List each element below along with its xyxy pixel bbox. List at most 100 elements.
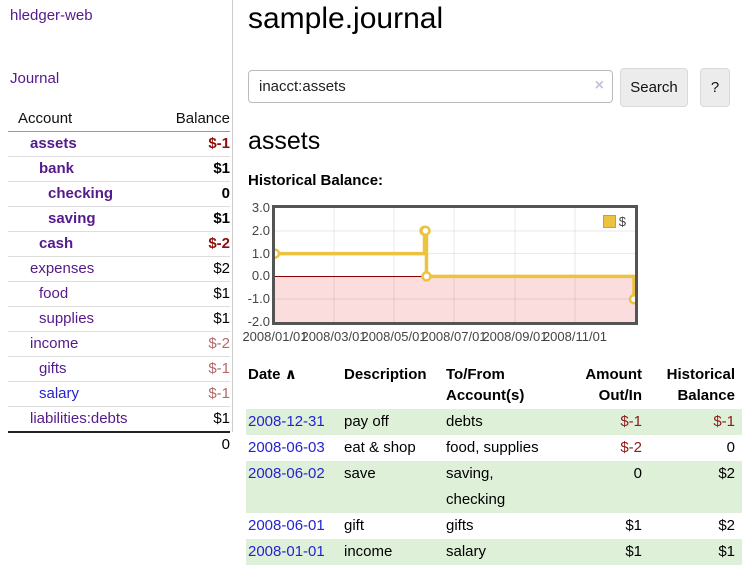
transaction-description: income [344,543,393,560]
x-tick-label: 2008/03/01 [301,329,367,344]
account-link[interactable]: assets [30,135,77,152]
transaction-balance: $1 [718,543,735,560]
x-tick-label: 2008/09/01 [482,329,548,344]
y-tick-label: 0.0 [251,268,270,284]
register-col-label: To/From Account(s) [446,366,525,404]
x-tick-label: 2008/01/01 [242,329,308,344]
sidebar: hledger-web Journal Account Balance asse… [0,0,242,582]
transaction-amount: $-1 [620,413,642,430]
account-balance: $-1 [160,131,230,157]
register-col-label: Date [248,366,281,383]
search-box: × [248,70,613,103]
transaction-date-link[interactable]: 2008-06-01 [248,517,325,534]
account-balance: $1 [160,306,230,332]
transaction-row: 2008-06-02 save saving, checking 0 $2 [246,461,742,513]
help-button[interactable]: ? [700,68,730,107]
y-tick-label: 1.0 [251,245,270,261]
account-balance: $2 [160,256,230,282]
account-balance: 0 [160,181,230,207]
transaction-date-link[interactable]: 2008-12-31 [248,413,325,430]
account-link[interactable]: bank [39,160,75,177]
account-row: liabilities:debts $1 [8,406,230,433]
chart-plot-area[interactable]: $ [272,205,638,325]
account-link[interactable]: expenses [30,260,95,277]
legend-swatch-icon [602,215,616,228]
account-balance: $-2 [160,231,230,257]
y-tick-label: 2.0 [251,222,270,238]
account-link[interactable]: supplies [39,310,95,327]
account-row: salary $-1 [8,381,230,407]
accounts-header-row: Account Balance [8,106,230,132]
register-col-label: Historical Balance [666,366,735,404]
account-balance: $1 [160,206,230,232]
account-link[interactable]: food [39,285,69,302]
main-content: sample.journal × Search ? assets Histori… [242,0,742,582]
account-balance: $1 [160,406,230,433]
account-balance: $-1 [160,356,230,382]
transaction-row: 2008-06-03 eat & shop food, supplies $-2 0 [246,435,742,461]
account-row: checking 0 [8,181,230,207]
search-form: × Search ? [248,68,742,107]
transaction-amount: $1 [625,543,642,560]
transaction-balance: $2 [718,465,735,482]
account-link[interactable]: cash [39,235,74,252]
y-tick-label: 3.0 [251,200,270,215]
account-row: food $1 [8,281,230,307]
chart-title: Historical Balance: [248,172,384,189]
account-balance: $-2 [160,331,230,357]
search-input[interactable] [248,70,613,103]
sort-ascending-icon[interactable]: ∧ [284,366,297,383]
account-balance: $1 [160,156,230,182]
register-col-description: Description [344,362,446,409]
transaction-accounts: saving, checking [446,465,506,508]
account-balance: $-1 [160,381,230,407]
transaction-amount: 0 [633,465,642,482]
transaction-row: 2008-12-31 pay off debts $-1 $-1 [246,409,742,435]
clear-search-icon[interactable]: × [594,77,604,94]
register-col-amount: Amount Out/In [562,362,644,409]
account-row: expenses $2 [8,256,230,282]
accounts-total-value: 0 [160,431,230,457]
x-tick-label: 2008/07/01 [421,329,487,344]
account-link[interactable]: checking [48,185,114,202]
sidebar-item-journal[interactable]: Journal [10,70,60,87]
legend-label: $ [618,214,626,229]
transaction-date-link[interactable]: 2008-06-02 [248,465,325,482]
chart-legend: $ [600,213,628,230]
register-col-label: Amount Out/In [585,366,642,404]
y-tick-label: -2.0 [247,314,270,329]
transaction-accounts: salary [446,543,487,560]
transaction-date-link[interactable]: 2008-01-01 [248,543,325,560]
y-tick-label: -1.0 [247,291,270,307]
transaction-description: pay off [344,413,389,430]
transaction-balance: $2 [718,517,735,534]
accounts-table: Account Balance assets $-1 bank $1 checking 0… [8,106,230,457]
search-button[interactable]: Search [620,68,688,107]
app-title-link[interactable]: hledger-web [10,7,93,24]
chart-x-axis: 2008/01/01 2008/03/01 2008/05/01 2008/07/01… [242,329,735,345]
register-col-label: Description [344,366,427,383]
transaction-accounts: food, supplies [446,439,539,456]
account-row: income $-2 [8,331,230,357]
account-row: saving $1 [8,206,230,232]
account-link[interactable]: income [30,335,79,352]
register-col-historical: Historical Balance [644,362,742,409]
transaction-balance: $-1 [713,413,735,430]
transaction-date-link[interactable]: 2008-06-03 [248,439,325,456]
account-balance: $1 [160,281,230,307]
transaction-description: save [344,465,376,482]
transaction-row: 2008-01-01 income salary $1 $1 [246,539,742,565]
register-col-date: Date ∧ [246,362,344,409]
account-link[interactable]: salary [39,385,80,402]
account-link[interactable]: saving [48,210,96,227]
x-tick-label: 2008/11/01 [542,329,608,344]
account-link[interactable]: gifts [39,360,67,377]
account-link[interactable]: liabilities:debts [30,410,128,427]
register-header-row: Date ∧ Description To/From Account(s) Amoun… [246,362,742,409]
account-row: gifts $-1 [8,356,230,382]
accounts-total-row: 0 [8,431,230,457]
account-heading: assets [248,127,321,155]
transaction-amount: $-2 [620,439,642,456]
transaction-amount: $1 [625,517,642,534]
register-table: Date ∧ Description To/From Account(s) Amoun… [246,362,742,565]
